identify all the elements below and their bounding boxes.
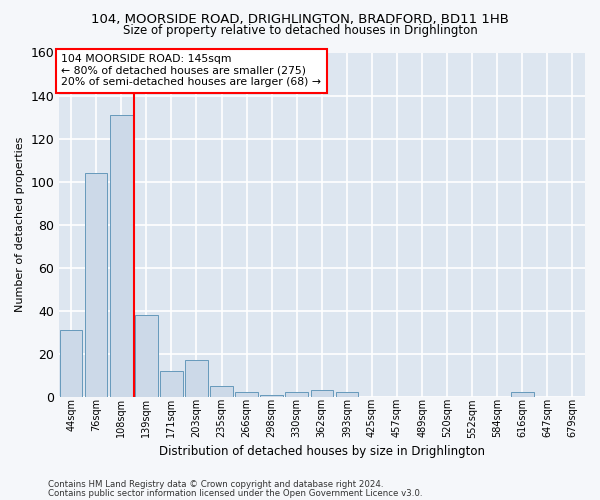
Bar — [210, 386, 233, 396]
Text: 104 MOORSIDE ROAD: 145sqm
← 80% of detached houses are smaller (275)
20% of semi: 104 MOORSIDE ROAD: 145sqm ← 80% of detac… — [61, 54, 321, 88]
Bar — [335, 392, 358, 396]
Bar — [185, 360, 208, 397]
Bar — [110, 115, 133, 396]
Bar — [135, 315, 158, 396]
Bar — [60, 330, 82, 396]
Bar — [311, 390, 333, 396]
Text: 104, MOORSIDE ROAD, DRIGHLINGTON, BRADFORD, BD11 1HB: 104, MOORSIDE ROAD, DRIGHLINGTON, BRADFO… — [91, 12, 509, 26]
Bar — [160, 371, 182, 396]
Text: Contains HM Land Registry data © Crown copyright and database right 2024.: Contains HM Land Registry data © Crown c… — [48, 480, 383, 489]
Text: Size of property relative to detached houses in Drighlington: Size of property relative to detached ho… — [122, 24, 478, 37]
X-axis label: Distribution of detached houses by size in Drighlington: Distribution of detached houses by size … — [159, 444, 485, 458]
Bar — [260, 394, 283, 396]
Text: Contains public sector information licensed under the Open Government Licence v3: Contains public sector information licen… — [48, 488, 422, 498]
Bar — [235, 392, 258, 396]
Bar — [511, 392, 533, 396]
Y-axis label: Number of detached properties: Number of detached properties — [15, 137, 25, 312]
Bar — [85, 173, 107, 396]
Bar — [286, 392, 308, 396]
